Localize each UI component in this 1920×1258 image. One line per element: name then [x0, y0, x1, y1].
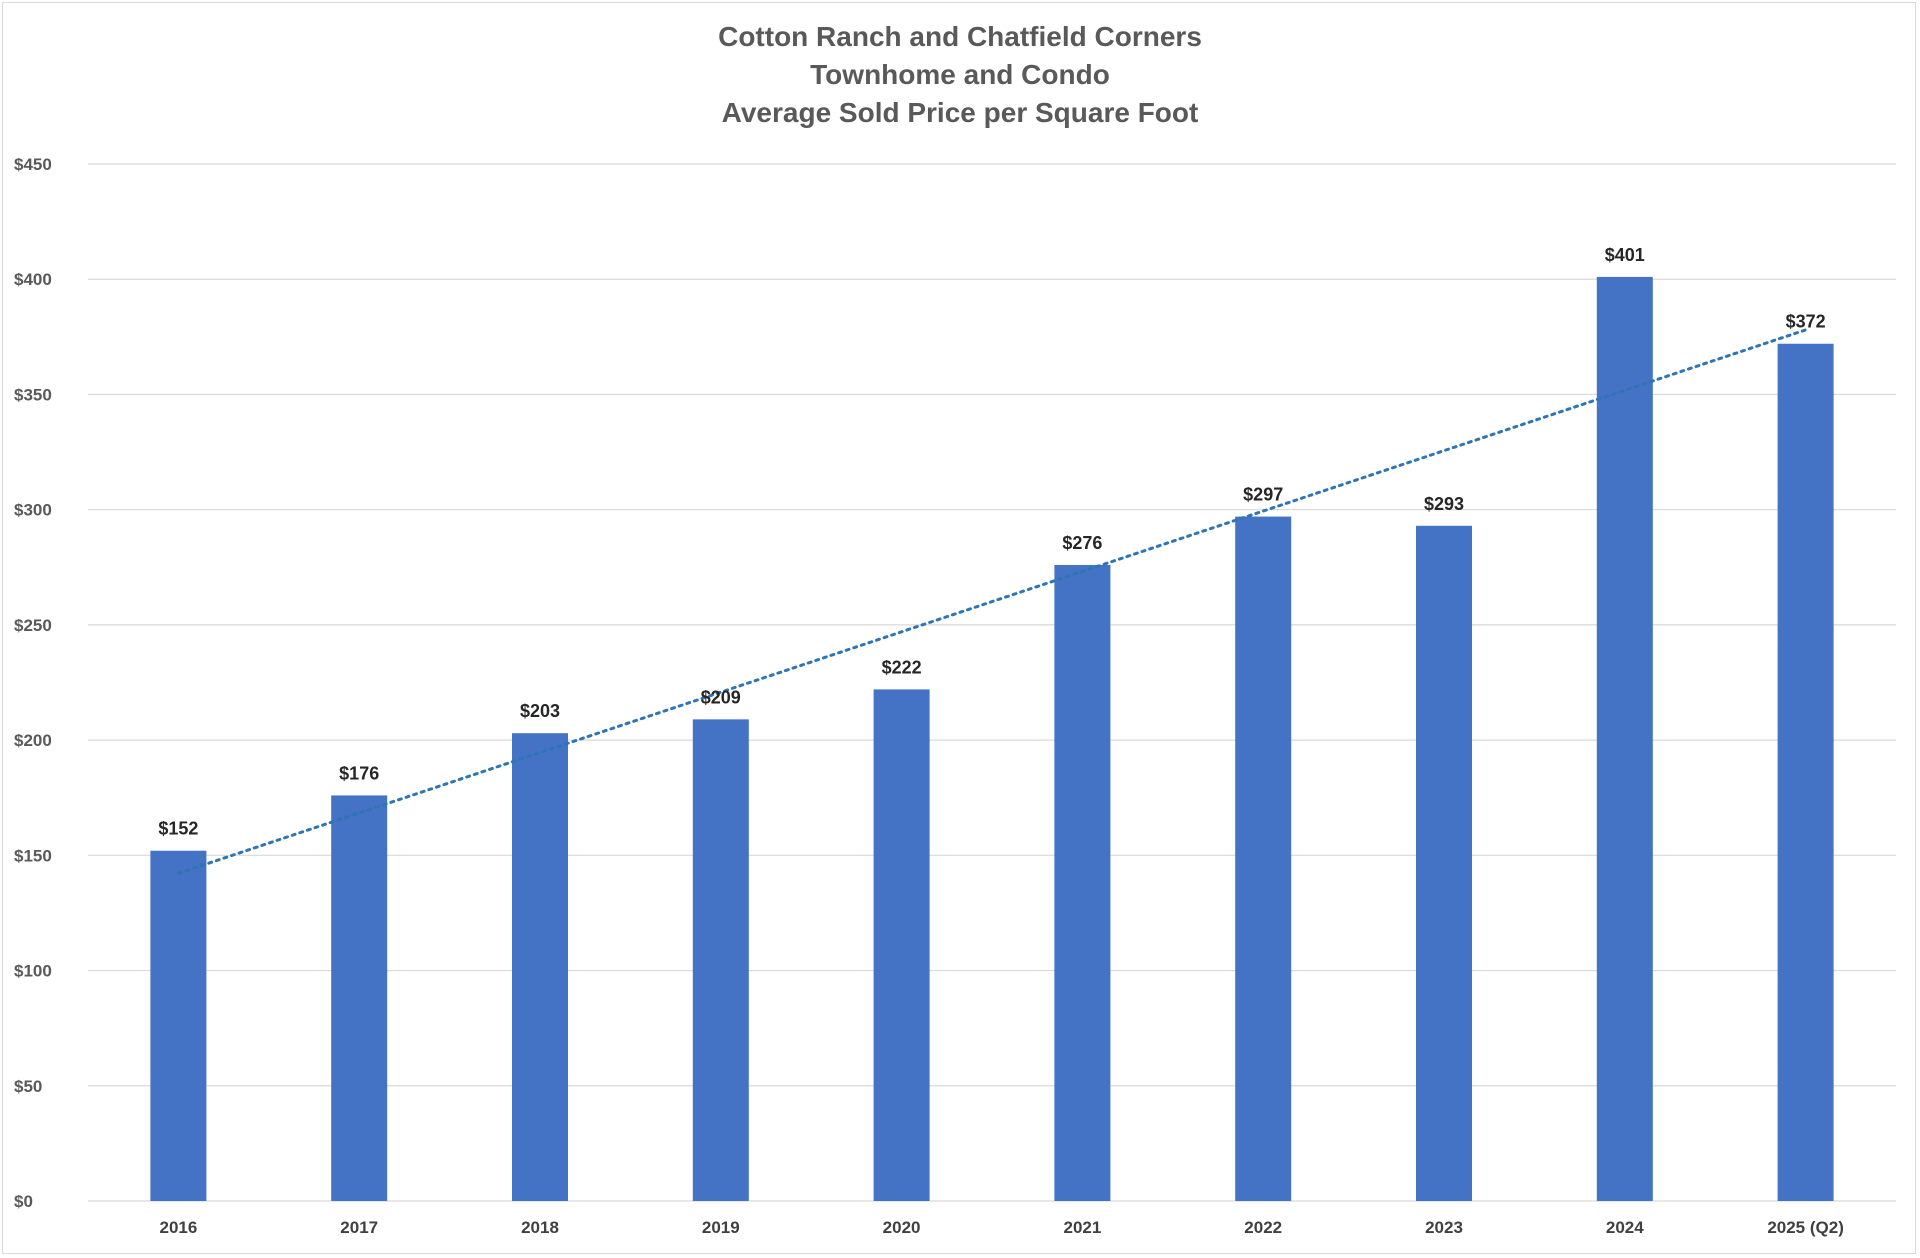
x-tick-label: 2023 — [1425, 1218, 1463, 1237]
x-tick-label: 2021 — [1063, 1218, 1101, 1237]
y-tick-label: $300 — [14, 501, 52, 520]
y-axis: $0 $50 $100 $150 $200 $250 $300 $350 $400 $450 — [14, 155, 52, 1211]
data-label: $203 — [520, 701, 560, 721]
bars — [150, 276, 1834, 1201]
chart-title-block: Cotton Ranch and Chatfield Corners Townh… — [0, 18, 1920, 132]
bar-2024 — [1596, 276, 1653, 1201]
data-label: $401 — [1605, 245, 1645, 265]
y-tick-label: $350 — [14, 385, 52, 404]
y-tick-label: $150 — [14, 846, 52, 865]
y-tick-label: $200 — [14, 731, 52, 750]
data-label: $209 — [701, 687, 741, 707]
bar-2023 — [1416, 525, 1472, 1201]
chart-subtitle-line-2: Average Sold Price per Square Foot — [721, 97, 1199, 128]
bar-2016 — [150, 850, 207, 1201]
bar-2021 — [1054, 564, 1111, 1201]
data-label: $152 — [158, 819, 198, 839]
y-tick-label: $250 — [14, 616, 52, 635]
x-tick-label: 2017 — [340, 1218, 378, 1237]
bar-2018 — [512, 733, 568, 1201]
y-tick-label: $0 — [14, 1192, 33, 1211]
bar-2025-q2- — [1777, 343, 1834, 1201]
x-tick-label: 2025 (Q2) — [1767, 1218, 1844, 1237]
x-tick-label: 2016 — [159, 1218, 197, 1237]
chart-title: Cotton Ranch and Chatfield Corners — [718, 21, 1202, 52]
gridlines — [88, 163, 1896, 1202]
trendline-line — [176, 328, 1808, 875]
x-tick-label: 2019 — [702, 1218, 740, 1237]
data-label: $297 — [1243, 485, 1283, 505]
data-label: $176 — [339, 763, 379, 783]
bar-2019 — [692, 719, 749, 1201]
bar-2020 — [873, 689, 930, 1201]
bar-2017 — [331, 795, 388, 1201]
y-tick-label: $450 — [14, 155, 52, 174]
data-label: $276 — [1062, 533, 1102, 553]
x-tick-label: 2022 — [1244, 1218, 1282, 1237]
y-tick-label: $100 — [14, 962, 52, 981]
trendline — [176, 328, 1808, 875]
x-tick-label: 2024 — [1606, 1218, 1644, 1237]
y-tick-label: $50 — [14, 1077, 42, 1096]
bar-2022 — [1235, 516, 1292, 1201]
x-tick-label: 2020 — [883, 1218, 921, 1237]
y-tick-label: $400 — [14, 270, 52, 289]
data-label: $222 — [882, 657, 922, 677]
chart-subtitle-line-1: Townhome and Condo — [810, 59, 1110, 90]
data-labels: $152 $176 $203 $209 $222 $276 $297 $293 $401 $372 — [158, 245, 1825, 839]
x-tick-label: 2018 — [521, 1218, 559, 1237]
data-label: $372 — [1786, 312, 1826, 332]
x-axis: 2016 2017 2018 2019 2020 2021 2022 2023 2024 2025… — [159, 1218, 1843, 1237]
data-label: $293 — [1424, 494, 1464, 514]
